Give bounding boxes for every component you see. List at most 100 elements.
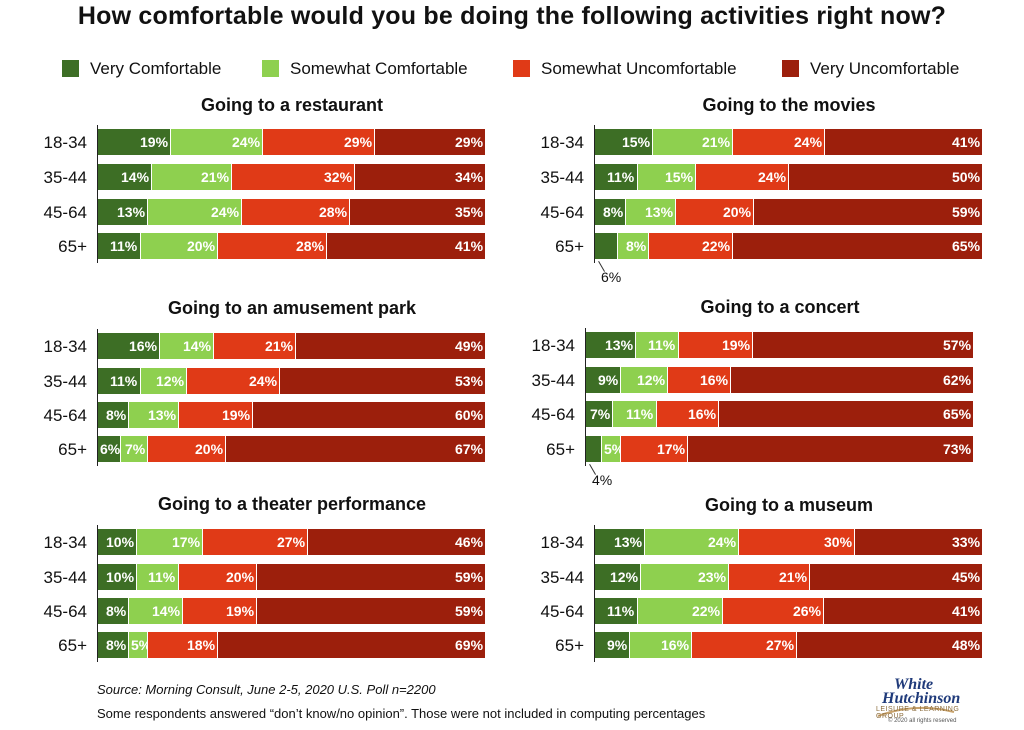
row-label-65: 65+ <box>58 440 87 459</box>
bar-segment-somewhat-uncomfortable <box>723 598 824 624</box>
bar-going-to-an-amusement-park-65: 6% 7% 20% 67% <box>98 436 486 462</box>
data-label: 9% <box>607 637 628 653</box>
data-label: 59% <box>455 569 484 585</box>
bar-segment-very-uncomfortable <box>355 164 486 190</box>
row-label-35-44: 35-44 <box>540 568 584 587</box>
bar-segment-very-uncomfortable <box>226 436 486 462</box>
data-label: 5% <box>131 637 152 653</box>
bar-segment-somewhat-comfortable <box>641 564 729 590</box>
data-label: 12% <box>637 372 666 388</box>
panel-title-going-to-a-concert: Going to a concert <box>700 297 860 317</box>
data-label: 11% <box>110 373 138 389</box>
data-label: 20% <box>723 204 752 220</box>
bar-going-to-a-restaurant-35-44: 14% 21% 32% 34% <box>98 164 486 190</box>
bar-segment-very-comfortable <box>98 598 129 624</box>
bar-segment-somewhat-comfortable <box>636 332 679 358</box>
bar-segment-somewhat-comfortable <box>630 632 692 658</box>
data-label: 7% <box>590 406 611 422</box>
legend-label-very-uncomfortable: Very Uncomfortable <box>810 59 960 78</box>
axis-line-going-to-an-amusement-park <box>97 329 98 466</box>
legend-swatch-somewhat-uncomfortable <box>513 60 530 77</box>
data-label: 46% <box>455 534 484 550</box>
callout-label: 6% <box>601 269 622 285</box>
bar-segment-somewhat-comfortable <box>638 598 723 624</box>
data-label: 41% <box>952 134 981 150</box>
data-label: 59% <box>952 204 981 220</box>
data-label: 13% <box>117 204 146 220</box>
data-label: 24% <box>794 134 823 150</box>
bar-going-to-a-museum-65: 9% 16% 27% 48% <box>595 632 983 658</box>
data-label: 59% <box>455 603 484 619</box>
bar-segment-somewhat-uncomfortable <box>183 598 257 624</box>
data-label: 48% <box>952 637 981 653</box>
bar-segment-very-comfortable <box>98 632 129 658</box>
row-label-45-64: 45-64 <box>540 203 584 222</box>
data-label: 65% <box>952 238 981 254</box>
data-label: 12% <box>156 373 185 389</box>
axis-line-going-to-a-concert <box>585 328 586 466</box>
data-label: 8% <box>106 407 127 423</box>
data-label: 28% <box>296 238 325 254</box>
bar-segment-very-uncomfortable <box>308 529 486 555</box>
bar-segment-somewhat-uncomfortable <box>232 164 355 190</box>
bar-segment-somewhat-uncomfortable <box>676 199 754 225</box>
row-label-18-34: 18-34 <box>43 337 87 356</box>
bar-going-to-the-movies-35-44: 11% 15% 24% 50% <box>595 164 983 190</box>
legend-swatch-very-comfortable <box>62 60 79 77</box>
bar-going-to-a-theater-performance-18-34: 10% 17% 27% 46% <box>98 529 486 555</box>
methodology-note: Some respondents answered “don’t know/no… <box>97 706 706 721</box>
row-label-18-34: 18-34 <box>540 533 584 552</box>
bar-segment-somewhat-uncomfortable <box>187 368 280 394</box>
logo-tagline: LEISURE & LEARNING GROUP <box>876 706 960 720</box>
data-label: 11% <box>607 603 635 619</box>
panel-title-going-to-a-restaurant: Going to a restaurant <box>200 95 384 115</box>
bar-segment-very-uncomfortable <box>296 333 486 359</box>
data-label: 32% <box>324 169 353 185</box>
logo-line1: White <box>894 676 934 693</box>
bar-segment-somewhat-comfortable <box>152 164 232 190</box>
data-label: 5% <box>604 441 625 457</box>
data-label: 6% <box>100 441 121 457</box>
bar-going-to-a-theater-performance-35-44: 10% 11% 20% 59% <box>98 564 486 590</box>
bar-segment-very-comfortable <box>98 199 148 225</box>
data-label: 20% <box>187 238 216 254</box>
bar-segment-very-comfortable <box>98 333 160 359</box>
data-label: 18% <box>187 637 216 653</box>
data-label: 27% <box>766 637 795 653</box>
bar-segment-very-comfortable <box>595 598 638 624</box>
row-label-65: 65+ <box>555 636 584 655</box>
data-label: 16% <box>129 338 158 354</box>
bar-segment-somewhat-uncomfortable <box>242 199 350 225</box>
row-label-35-44: 35-44 <box>540 168 584 187</box>
bar-segment-very-uncomfortable <box>733 233 983 259</box>
bar-segment-very-uncomfortable <box>797 632 983 658</box>
data-label: 13% <box>605 337 634 353</box>
bar-segment-very-comfortable <box>586 401 613 427</box>
data-label: 67% <box>455 441 484 457</box>
panel-title-going-to-a-theater-performance: Going to a theater performance <box>157 494 427 514</box>
bar-segment-somewhat-comfortable <box>602 436 621 462</box>
bar-segment-somewhat-comfortable <box>621 367 668 393</box>
data-label: 11% <box>607 169 635 185</box>
data-label: 7% <box>125 441 146 457</box>
data-label: 16% <box>700 372 729 388</box>
bar-going-to-a-museum-35-44: 12% 23% 21% 45% <box>595 564 983 590</box>
bar-segment-very-comfortable <box>98 529 137 555</box>
bar-segment-very-comfortable <box>98 436 121 462</box>
bar-segment-very-comfortable <box>586 367 621 393</box>
row-label-45-64: 45-64 <box>540 602 584 621</box>
logo-copyright: © 2020 all rights reserved <box>888 718 957 724</box>
bar-segment-somewhat-comfortable <box>645 529 739 555</box>
bar-going-to-the-movies-45-64: 8% 13% 20% 59% <box>595 199 983 225</box>
bar-segment-somewhat-comfortable <box>613 401 657 427</box>
bar-segment-somewhat-comfortable <box>626 199 676 225</box>
data-label: 21% <box>265 338 294 354</box>
bar-segment-very-comfortable <box>595 233 618 259</box>
data-label: 11% <box>648 337 676 353</box>
bar-segment-very-comfortable <box>595 529 645 555</box>
bar-going-to-a-concert-65: 5% 17% 73% <box>586 436 974 462</box>
data-label: 24% <box>249 373 278 389</box>
bar-segment-very-comfortable <box>595 632 630 658</box>
bar-segment-somewhat-comfortable <box>618 233 649 259</box>
bar-going-to-a-museum-18-34: 13% 24% 30% 33% <box>595 529 983 555</box>
